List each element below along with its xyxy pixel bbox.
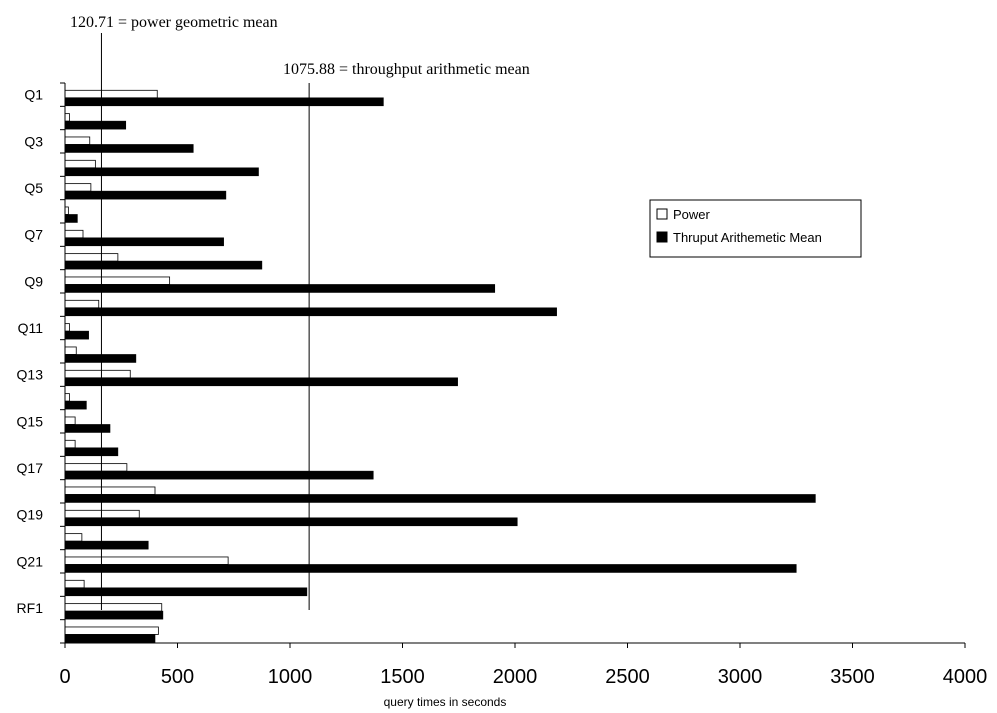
bars-layer [64,89,816,643]
x-tick-label: 1000 [268,666,313,688]
bar-thruput-q5 [64,190,227,200]
bar-thruput-rf1 [64,610,164,620]
bar-power-q1 [64,89,158,99]
bar-thruput-q3 [64,144,194,153]
bar-power-q22 [64,579,85,589]
y-tick-label-q3: Q3 [24,133,43,149]
reference-label-power-geometric-mean: 120.71 = power geometric mean [70,14,278,31]
bar-power-rf1 [64,603,163,612]
y-tick-label-q21: Q21 [17,553,44,569]
bar-power-q16 [64,439,76,449]
bar-thruput-q11 [64,330,89,340]
y-tick-label-q9: Q9 [24,273,43,289]
x-tick-label: 2500 [605,666,650,688]
bar-power-q8 [64,253,119,262]
legend: Power Thruput Arithemetic Mean [649,199,862,258]
bar-thruput-q13 [64,377,458,387]
x-tick-label: 0 [59,666,70,688]
bar-thruput-q19 [64,517,518,527]
bar-thruput-q4 [64,167,259,177]
y-tick-label-q19: Q19 [17,507,44,523]
x-tick-label: 2000 [493,666,538,688]
legend-swatch-power [656,208,668,220]
legend-box [649,199,862,258]
y-tick-label-q5: Q5 [24,180,43,196]
y-tick-label-q7: Q7 [24,227,43,243]
legend-label-thruput: Thruput Arithemetic Mean [673,230,822,245]
bar-thruput-q9 [64,284,496,293]
bar-thruput-q21 [64,564,797,573]
bar-thruput-q17 [64,470,374,480]
bar-thruput-rf2 [64,634,156,643]
bar-power-q2 [64,113,70,122]
bar-power-q6 [64,206,69,215]
x-tick-label: 3500 [830,666,875,688]
legend-label-power: Power [673,207,711,222]
bar-power-rf2 [64,626,159,635]
bar-power-q15 [64,416,76,425]
x-tick-label: 500 [161,666,194,688]
y-tick-label-rf1: RF1 [17,600,44,616]
bar-thruput-q20 [64,540,149,550]
axes-layer: Q1 Q3 Q5 Q7 Q9 Q11 Q13 Q15 Q17 Q19 Q21 RF1 0 500 1000 1… [17,82,988,709]
bar-power-q10 [64,299,100,309]
bar-power-q4 [64,159,96,169]
y-tick-label-q15: Q15 [17,413,44,429]
bar-power-q3 [64,136,91,145]
y-tick-label-q17: Q17 [17,460,44,476]
bar-power-q18 [64,486,156,495]
bar-thruput-q8 [64,260,263,270]
legend-swatch-thruput [656,231,668,243]
bar-thruput-q2 [64,120,127,130]
y-tick-label-q11: Q11 [18,320,44,336]
bar-power-q20 [64,533,83,542]
x-tick-label: 1500 [380,666,425,688]
y-tick-label-q13: Q13 [17,367,44,383]
x-tick-label: 4000 [943,666,988,688]
bar-thruput-q12 [64,354,137,363]
x-axis-label: query times in seconds [384,695,507,709]
bar-power-q9 [64,276,171,285]
reference-lines-layer: 120.71 = power geometric mean 1075.88 = t… [70,14,530,610]
reference-label-throughput-arithmetic-mean: 1075.88 = throughput arithmetic mean [283,61,530,78]
y-tick-label-q1: Q1 [24,87,43,103]
bar-thruput-q7 [64,237,224,247]
bar-power-q14 [64,393,70,402]
bar-thruput-q18 [64,494,816,503]
bar-thruput-q14 [64,400,87,410]
bar-power-q17 [64,463,128,472]
bar-power-q13 [64,369,131,379]
bar-power-q5 [64,183,92,192]
bar-power-q7 [64,229,84,239]
x-tick-label: 3000 [718,666,763,688]
bar-thruput-q16 [64,447,119,457]
bar-power-q11 [64,323,70,332]
bar-power-q21 [64,556,229,565]
bar-thruput-q10 [64,307,557,317]
bar-thruput-q15 [64,424,111,433]
bar-thruput-q6 [64,214,78,223]
bar-thruput-q1 [64,97,384,107]
bar-power-q19 [64,509,140,519]
bar-power-q12 [64,346,77,355]
